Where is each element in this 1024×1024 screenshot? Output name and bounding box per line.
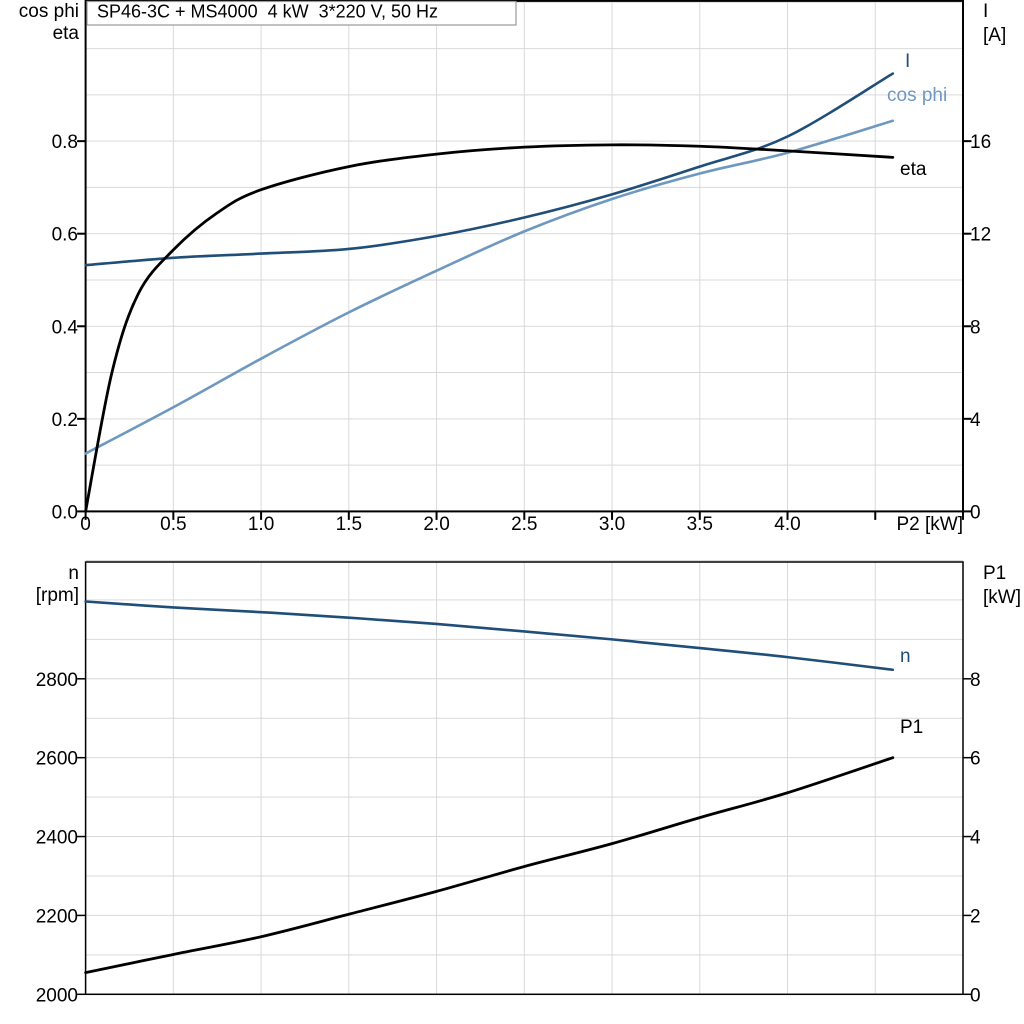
svg-text:[rpm]: [rpm] [36, 585, 79, 606]
svg-text:2400: 2400 [36, 828, 78, 849]
svg-text:2800: 2800 [36, 670, 78, 691]
svg-text:2600: 2600 [36, 749, 78, 770]
svg-text:6: 6 [970, 749, 981, 770]
svg-text:0.2: 0.2 [52, 410, 78, 431]
svg-text:cos phi: cos phi [887, 85, 947, 106]
svg-text:12: 12 [970, 225, 991, 246]
svg-text:0.6: 0.6 [52, 225, 78, 246]
svg-text:0: 0 [80, 514, 91, 535]
svg-text:0.5: 0.5 [160, 514, 186, 535]
svg-text:16: 16 [970, 132, 991, 153]
svg-text:3.5: 3.5 [687, 514, 713, 535]
svg-text:8: 8 [970, 317, 981, 338]
svg-text:P2 [kW]: P2 [kW] [896, 514, 963, 535]
svg-text:[A]: [A] [983, 25, 1006, 46]
svg-text:1.0: 1.0 [248, 514, 274, 535]
svg-text:I: I [983, 1, 988, 22]
svg-text:cos phi: cos phi [19, 1, 79, 22]
svg-text:4: 4 [970, 828, 981, 849]
svg-text:2: 2 [970, 906, 981, 927]
svg-text:0: 0 [970, 985, 981, 1006]
svg-text:4: 4 [970, 410, 981, 431]
svg-text:I: I [905, 51, 910, 72]
svg-text:8: 8 [970, 670, 981, 691]
svg-text:SP46-3C + MS4000 4 kW 3*220: SP46-3C + MS4000 4 kW 3*220 V, 50 Hz [97, 2, 438, 22]
svg-text:eta: eta [900, 159, 927, 180]
svg-text:0.0: 0.0 [52, 502, 78, 523]
svg-text:P1: P1 [900, 717, 923, 738]
svg-text:3.0: 3.0 [599, 514, 625, 535]
svg-text:eta: eta [53, 23, 80, 44]
svg-text:2.0: 2.0 [423, 514, 449, 535]
svg-text:4.0: 4.0 [774, 514, 800, 535]
svg-text:n: n [900, 646, 911, 667]
svg-text:1.5: 1.5 [336, 514, 362, 535]
svg-text:0.8: 0.8 [52, 132, 78, 153]
svg-text:n: n [68, 563, 79, 584]
svg-text:0: 0 [970, 502, 981, 523]
svg-text:[kW]: [kW] [983, 587, 1021, 608]
svg-text:P1: P1 [983, 563, 1006, 584]
svg-text:2.5: 2.5 [511, 514, 537, 535]
svg-text:2200: 2200 [36, 906, 78, 927]
svg-text:2000: 2000 [36, 985, 78, 1006]
svg-text:0.4: 0.4 [52, 317, 79, 338]
